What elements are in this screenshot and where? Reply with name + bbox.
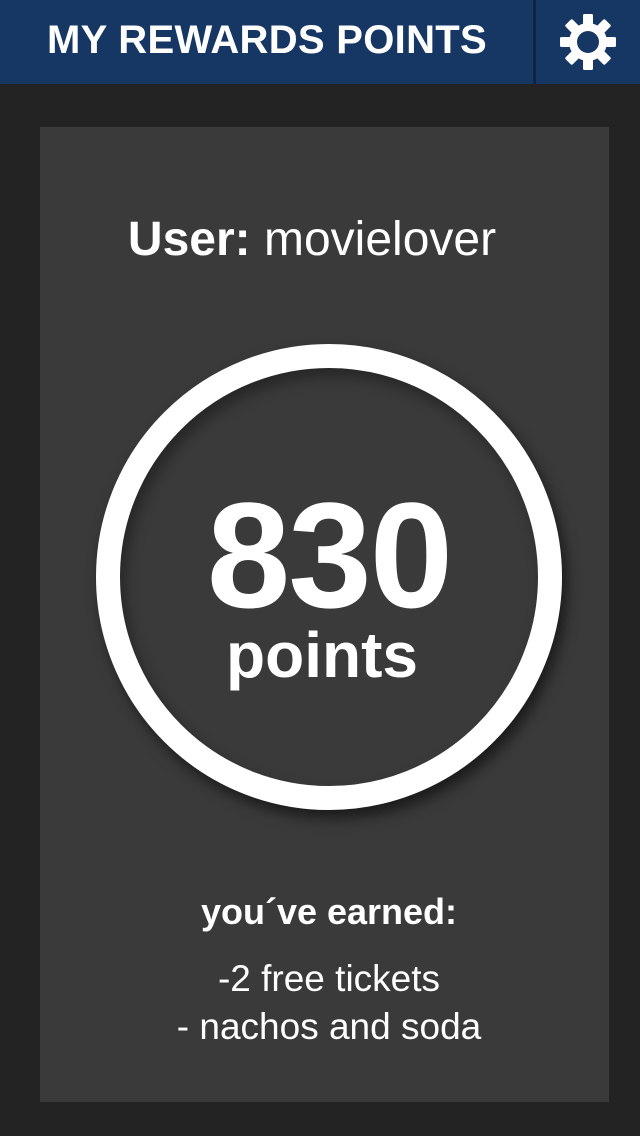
list-item: -2 free tickets [217,958,441,999]
user-label: User: [127,213,251,266]
reward-list: -2 free tickets - nachos and soda [0,955,640,1051]
points-value: 830 [206,471,453,639]
points-unit: points [226,619,418,691]
page-title: MY REWARDS POINTS [47,18,487,62]
earned-heading: you´ve earned: [200,891,458,932]
list-item: - nachos and soda [176,1006,482,1047]
app-header: MY REWARDS POINTS [0,0,640,84]
user-line: User: movielover [0,210,632,270]
username: movielover [263,213,497,266]
header-divider [533,0,536,84]
settings-button[interactable] [536,0,640,84]
gear-icon [560,14,616,70]
